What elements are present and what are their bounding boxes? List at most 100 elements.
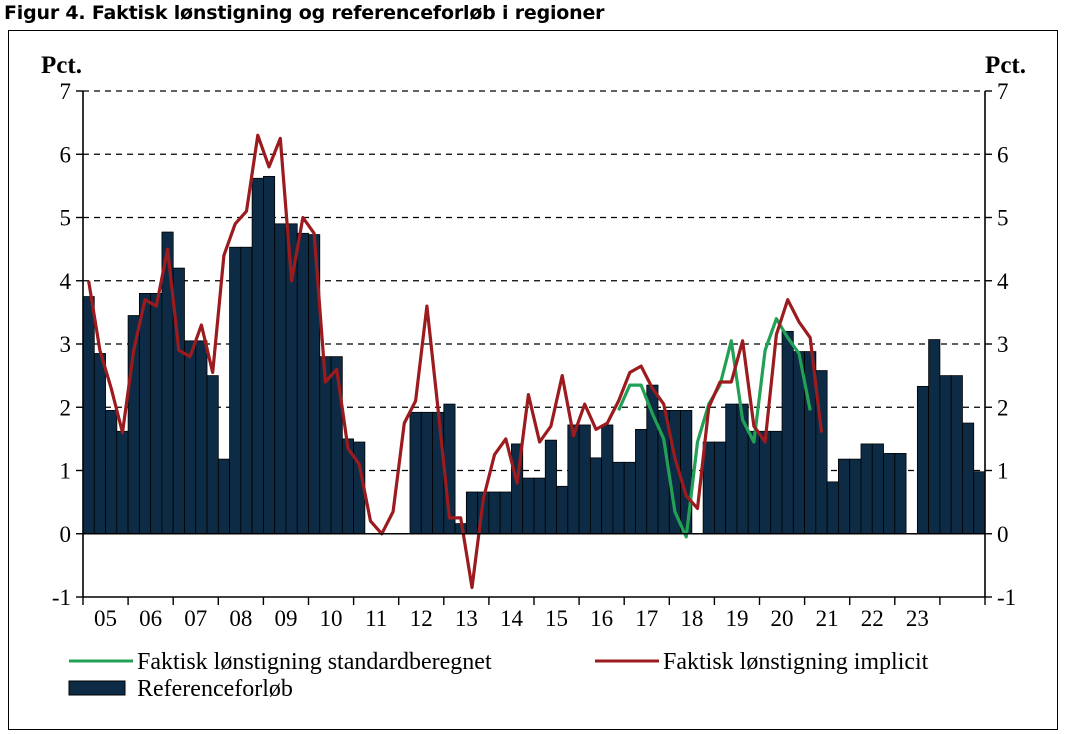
bar <box>296 232 309 535</box>
bar <box>567 424 580 535</box>
bar <box>928 339 941 535</box>
bar <box>105 410 118 535</box>
x-tick-label: 07 <box>184 606 207 631</box>
lines-layer <box>87 133 824 590</box>
bar <box>781 330 794 535</box>
bar <box>262 175 276 535</box>
bars-referenceforloeb <box>82 175 986 535</box>
bar <box>939 375 952 535</box>
bar <box>184 340 197 535</box>
chart-frame: Pct. Pct. -1 -1 0 0 1 1 2 2 3 3 4 4 5 5 6 6 7 7 05 06 07 08 09… <box>8 30 1058 730</box>
bar <box>229 246 242 535</box>
y-tick-label-right: 0 <box>997 522 1009 547</box>
legend-swatch-bars <box>68 680 126 696</box>
bar <box>714 441 727 535</box>
x-tick-label: 09 <box>274 606 297 631</box>
bar <box>973 471 986 535</box>
legend-label-red: Faktisk lønstigning implicit <box>663 649 929 675</box>
tick-labels: -1 -10 01 12 23 34 45 56 67 705 06 07 08 09 10 11 12 13 14… <box>52 79 1016 631</box>
bar <box>432 411 445 535</box>
bar <box>916 385 930 535</box>
bar <box>217 458 230 535</box>
x-tick-label: 21 <box>816 606 839 631</box>
y-tick-label-left: 5 <box>60 206 72 231</box>
x-tick-label: 14 <box>500 606 524 631</box>
bar <box>533 477 546 535</box>
bar <box>962 422 975 535</box>
bar <box>601 424 614 535</box>
bar <box>488 491 501 535</box>
bar <box>860 443 873 535</box>
bar <box>420 411 433 535</box>
bar <box>93 353 106 535</box>
y-tick-label-right: 3 <box>997 332 1009 357</box>
bar <box>544 439 557 535</box>
legend: Faktisk lønstigning standardberegnet Fak… <box>68 649 929 702</box>
x-tick-label: 19 <box>725 606 748 631</box>
bar <box>138 292 152 535</box>
bar <box>849 458 862 535</box>
bar <box>330 356 343 535</box>
bar <box>747 430 760 535</box>
y-axis-label-right: Pct. <box>985 52 1026 79</box>
legend-label-bars: Referenceforløb <box>137 676 293 702</box>
y-tick-label-right: -1 <box>997 585 1016 610</box>
bar <box>116 430 129 535</box>
bar <box>499 491 512 535</box>
bar <box>759 430 772 535</box>
y-tick-label-left: 2 <box>60 395 72 420</box>
x-tick-label: 11 <box>365 606 387 631</box>
x-tick-label: 23 <box>906 606 929 631</box>
bar <box>195 340 208 535</box>
y-tick-label-left: 7 <box>60 79 72 104</box>
bar <box>725 403 738 535</box>
axes <box>76 90 992 605</box>
bar <box>894 453 907 535</box>
bar <box>838 458 851 535</box>
x-tick-label: 15 <box>545 606 568 631</box>
x-tick-label: 12 <box>410 606 433 631</box>
bar <box>522 477 535 535</box>
bar-line-chart: Pct. Pct. -1 -10 01 12 23 34 45 56 67 705 06 07 08 09… <box>41 52 1026 702</box>
y-tick-label-right: 2 <box>997 395 1009 420</box>
bar <box>578 424 591 535</box>
line-implicit <box>87 133 824 590</box>
legend-label-green: Faktisk lønstigning standardberegnet <box>137 649 492 675</box>
y-tick-label-right: 1 <box>997 459 1009 484</box>
x-tick-label: 16 <box>590 606 613 631</box>
y-tick-label-left: 3 <box>60 332 72 357</box>
x-tick-label: 22 <box>861 606 884 631</box>
y-tick-label-left: -1 <box>52 585 71 610</box>
grid-lines <box>83 90 985 472</box>
x-tick-label: 10 <box>320 606 343 631</box>
bar <box>950 375 963 535</box>
bar <box>871 443 884 535</box>
figure-title: Figur 4. Faktisk lønstigning og referenc… <box>4 2 605 24</box>
x-tick-label: 08 <box>229 606 252 631</box>
bar <box>274 223 287 535</box>
bar <box>589 457 603 535</box>
y-tick-label-left: 0 <box>60 522 72 547</box>
bar <box>556 485 569 535</box>
y-tick-label-right: 7 <box>997 79 1009 104</box>
x-tick-label: 13 <box>455 606 478 631</box>
x-tick-label: 06 <box>139 606 162 631</box>
bar <box>635 428 648 535</box>
y-tick-label-left: 1 <box>60 459 72 484</box>
x-tick-label: 17 <box>635 606 658 631</box>
bar <box>251 177 264 535</box>
x-tick-label: 20 <box>771 606 794 631</box>
y-tick-label-right: 6 <box>997 142 1009 167</box>
y-tick-label-right: 5 <box>997 206 1009 231</box>
bar <box>826 481 839 535</box>
y-tick-label-left: 4 <box>60 269 72 294</box>
y-axis-label-left: Pct. <box>41 52 82 79</box>
x-tick-label: 05 <box>94 606 117 631</box>
bar <box>612 461 625 535</box>
y-tick-label-right: 4 <box>997 269 1009 294</box>
bar <box>240 246 253 535</box>
x-tick-label: 18 <box>680 606 703 631</box>
bar <box>623 461 636 535</box>
bar <box>465 491 479 535</box>
bar <box>82 296 95 535</box>
